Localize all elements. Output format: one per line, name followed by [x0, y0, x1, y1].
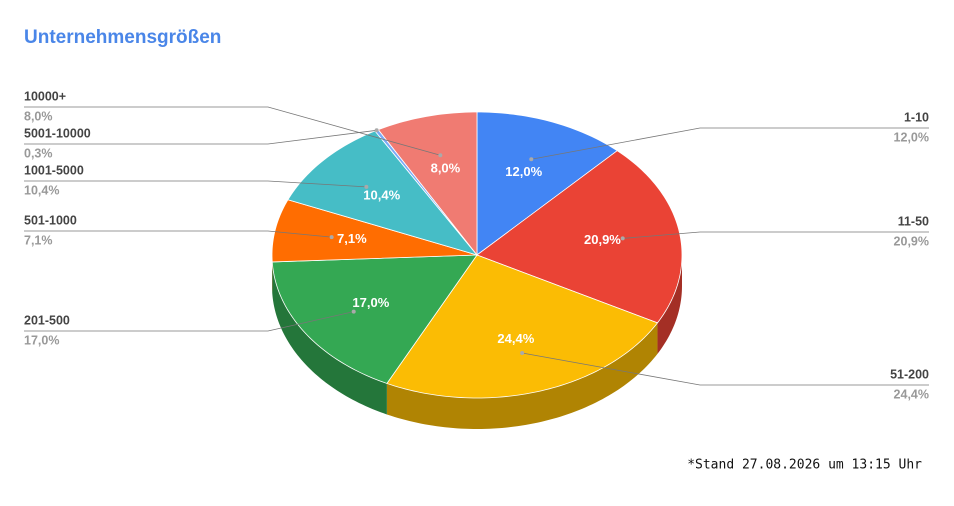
legend-label: 5001-10000	[24, 126, 91, 140]
legend-label: 201-500	[24, 313, 70, 327]
legend-label: 51-200	[890, 367, 929, 381]
leader-dot	[364, 185, 368, 189]
legend-value: 10,4%	[24, 183, 59, 197]
legend-label: 501-1000	[24, 213, 77, 227]
legend-label: 10000+	[24, 89, 66, 103]
data-label: 20,9%	[584, 232, 621, 247]
legend-value: 17,0%	[24, 333, 59, 347]
leader-dot	[621, 236, 625, 240]
legend-label: 1001-5000	[24, 163, 84, 177]
data-label: 24,4%	[497, 331, 534, 346]
legend-label: 1-10	[904, 110, 929, 124]
legend-value: 12,0%	[894, 130, 929, 144]
leader-dot	[529, 157, 533, 161]
footnote: *Stand 27.08.2026 um 13:15 Uhr	[687, 458, 922, 473]
legend-value: 20,9%	[894, 234, 929, 248]
legend-label: 11-50	[898, 214, 929, 228]
chart-title: Unternehmensgrößen	[24, 27, 221, 48]
data-label: 17,0%	[352, 295, 389, 310]
data-label: 8,0%	[431, 161, 461, 176]
legend-value: 24,4%	[894, 387, 929, 401]
data-label: 10,4%	[363, 188, 400, 203]
leader-dot	[438, 153, 442, 157]
data-label: 7,1%	[337, 231, 367, 246]
legend-value: 0,3%	[24, 146, 53, 160]
legend-value: 7,1%	[24, 233, 53, 247]
legend-value: 8,0%	[24, 109, 53, 123]
leader-dot	[520, 351, 524, 355]
leader-dot	[352, 310, 356, 314]
leader-dot	[330, 235, 334, 239]
data-label: 12,0%	[505, 164, 542, 179]
leader-dot	[375, 128, 379, 132]
